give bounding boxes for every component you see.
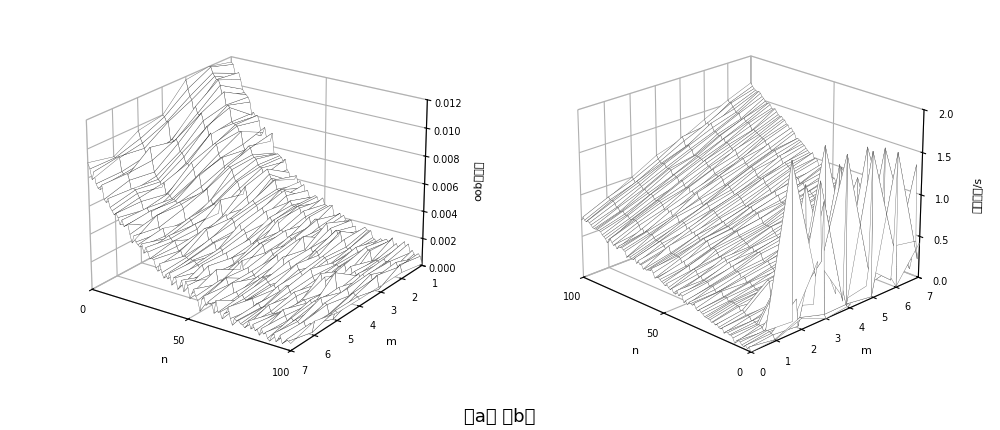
Text: （a） （b）: （a） （b） bbox=[464, 408, 536, 426]
Y-axis label: m: m bbox=[386, 337, 397, 347]
Y-axis label: m: m bbox=[861, 346, 872, 356]
X-axis label: n: n bbox=[632, 346, 639, 356]
X-axis label: n: n bbox=[161, 354, 169, 365]
